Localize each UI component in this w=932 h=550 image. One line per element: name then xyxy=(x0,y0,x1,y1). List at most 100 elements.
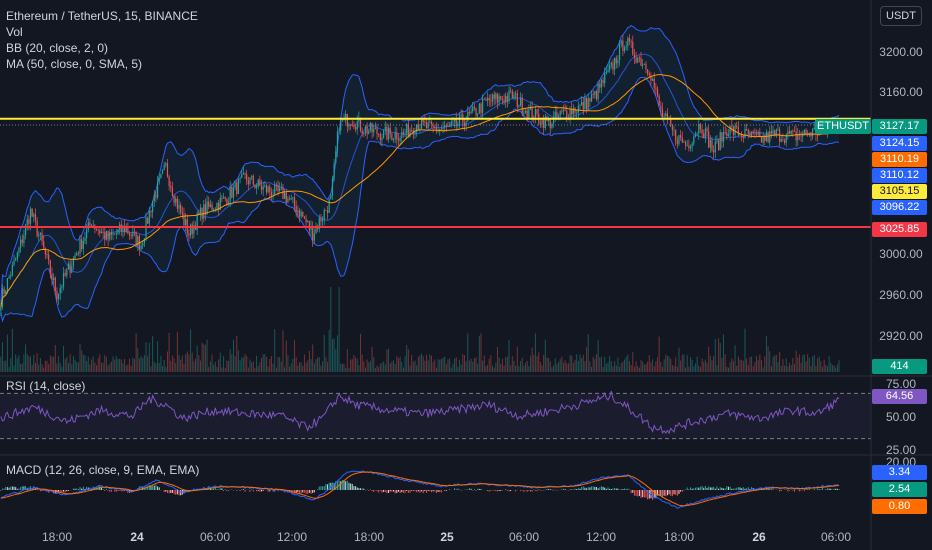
candle-body xyxy=(379,134,381,141)
macd-histogram-bar xyxy=(399,490,401,493)
volume-bar xyxy=(572,362,574,372)
macd-histogram-bar xyxy=(41,490,43,491)
macd-histogram-bar xyxy=(500,490,502,491)
volume-bar xyxy=(825,364,827,372)
candle-body xyxy=(378,134,380,135)
volume-bar xyxy=(383,361,385,372)
macd-histogram-bar xyxy=(678,490,680,494)
candle-body xyxy=(439,128,441,131)
ma-indicator-label[interactable]: MA (50, close, 0, SMA, 5) xyxy=(6,57,143,71)
candle-body xyxy=(201,207,203,219)
candle-body xyxy=(800,135,802,137)
candle-body xyxy=(251,176,253,178)
macd-histogram-bar xyxy=(20,486,22,490)
volume-bar xyxy=(317,357,319,372)
candle-body xyxy=(651,78,654,81)
macd-histogram-bar xyxy=(421,490,423,492)
volume-bar xyxy=(143,355,145,372)
macd-histogram-bar xyxy=(147,486,149,490)
macd-histogram-bar xyxy=(828,488,830,490)
macd-histogram-bar xyxy=(529,490,531,492)
macd-histogram-bar xyxy=(445,490,447,491)
candle-body xyxy=(717,140,720,151)
candle-body xyxy=(643,63,645,65)
candle-body xyxy=(122,225,124,232)
volume-bar xyxy=(416,365,418,372)
candle-body xyxy=(277,184,279,191)
macd-histogram-bar xyxy=(723,488,725,490)
volume-bar xyxy=(71,364,73,372)
candle-body xyxy=(642,64,644,66)
symbol-title[interactable]: Ethereum / TetherUS, 15, BINANCE xyxy=(6,9,198,23)
volume-bar xyxy=(204,344,206,372)
macd-histogram-bar xyxy=(107,490,109,491)
macd-histogram-bar xyxy=(388,490,390,493)
volume-bar xyxy=(675,357,677,372)
candle-body xyxy=(774,130,776,136)
volume-bar xyxy=(544,339,546,372)
candle-body xyxy=(115,233,117,235)
candle-body xyxy=(320,217,322,222)
volume-bar xyxy=(330,287,332,372)
macd-histogram-bar xyxy=(627,488,629,490)
macd-histogram-bar xyxy=(741,488,743,490)
macd-histogram-bar xyxy=(333,483,335,490)
rsi-label[interactable]: RSI (14, close) xyxy=(6,379,86,393)
volume-bar xyxy=(224,367,226,372)
candle-body xyxy=(727,134,730,137)
macd-histogram-bar xyxy=(345,481,347,490)
volume-bar xyxy=(650,362,652,372)
currency-selector[interactable]: USDT xyxy=(880,6,922,26)
volume-bar xyxy=(406,345,408,372)
last-price-label: 3127.17 xyxy=(872,119,927,134)
volume-bar xyxy=(693,366,695,372)
volume-bar xyxy=(148,342,150,372)
time-tick: 12:00 xyxy=(276,530,308,544)
candle-body xyxy=(496,93,499,103)
candle-body xyxy=(472,106,474,112)
candle-body xyxy=(635,57,637,63)
volume-bar xyxy=(831,365,833,372)
macd-histogram-bar xyxy=(817,488,819,490)
macd-histogram-bar xyxy=(384,490,386,493)
volume-bar xyxy=(625,356,627,372)
macd-histogram-bar xyxy=(102,489,104,490)
candle-body xyxy=(99,230,101,234)
bb-upper-price-label: 3124.15 xyxy=(872,136,927,151)
volume-bar xyxy=(54,345,56,372)
candle-body xyxy=(488,98,490,101)
macd-histogram-bar xyxy=(671,490,673,497)
time-tick: 06:00 xyxy=(199,530,231,544)
candle-body xyxy=(62,273,65,287)
candle-body xyxy=(105,230,108,240)
candle-body xyxy=(630,41,632,43)
candle-body xyxy=(670,118,672,126)
volume-bar xyxy=(389,363,391,372)
macd-histogram-bar xyxy=(13,486,15,490)
volume-bar xyxy=(657,357,659,372)
candle-body xyxy=(59,288,61,294)
volume-bar xyxy=(820,361,822,372)
vol-indicator-label[interactable]: Vol xyxy=(6,25,23,39)
candle-body xyxy=(736,126,738,128)
candle-body xyxy=(132,231,134,237)
volume-bar xyxy=(102,362,104,372)
candle-body xyxy=(453,118,456,122)
candle-body xyxy=(5,290,7,294)
macd-label[interactable]: MACD (12, 26, close, 9, EMA, EMA) xyxy=(6,463,200,477)
candle-body xyxy=(676,140,678,144)
candles[interactable] xyxy=(0,33,840,317)
candle-body xyxy=(632,41,634,55)
volume-bar xyxy=(198,355,200,372)
macd-histogram-bar xyxy=(825,489,827,490)
macd-histogram-bar xyxy=(259,490,261,492)
horizontal-lines[interactable] xyxy=(0,117,871,228)
volume-bar xyxy=(429,354,431,372)
volume-bar xyxy=(262,354,264,372)
volume-bar xyxy=(96,365,98,372)
bb-indicator-label[interactable]: BB (20, close, 2, 0) xyxy=(6,41,109,55)
volume-bar xyxy=(18,355,20,372)
volume-bar xyxy=(785,358,787,372)
